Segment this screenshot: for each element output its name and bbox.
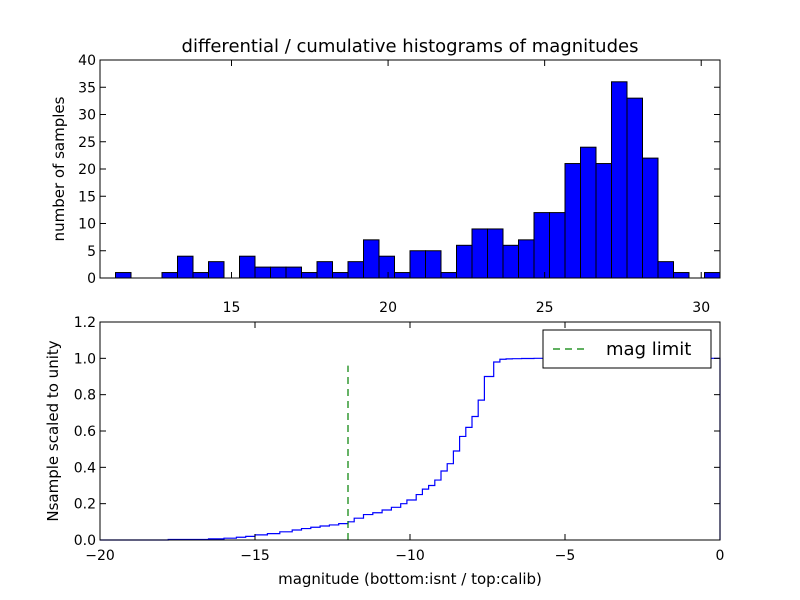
- histogram-bar: [239, 255, 256, 279]
- histogram-bar: [254, 266, 271, 279]
- histogram-y-tick-label: 40: [78, 53, 96, 69]
- histogram-bar: [487, 228, 504, 279]
- histogram-bar: [394, 272, 411, 279]
- histogram-bar: [208, 261, 225, 279]
- histogram-bar: [456, 244, 473, 279]
- cumulative-y-tick-label: 1.0: [74, 351, 96, 367]
- histogram-x-tick-label: 15: [223, 300, 241, 316]
- histogram-bar: [363, 239, 380, 279]
- legend-label: mag limit: [606, 339, 691, 360]
- histogram-bar: [502, 244, 519, 279]
- cumulative-x-axis-label: magnitude (bottom:isnt / top:calib): [278, 570, 542, 588]
- histogram-bar: [161, 272, 178, 279]
- histogram-panel: 15 20 25 30 0 5 10 15 20 25 30 35 40 number of sampl…: [50, 53, 721, 316]
- cumulative-y-tick-label: 0.2: [74, 497, 96, 513]
- histogram-bar: [549, 212, 566, 279]
- histogram-bar: [177, 255, 194, 279]
- histogram-bar: [471, 228, 488, 279]
- histogram-y-tick-label: 10: [78, 217, 96, 233]
- cumulative-y-tick-label: 0.6: [74, 424, 96, 440]
- cumulative-x-tick-label: −10: [395, 548, 425, 564]
- cumulative-y-tick-label: 0.8: [74, 388, 96, 404]
- cumulative-step-line: [100, 357, 721, 541]
- histogram-bar: [580, 146, 597, 279]
- cumulative-y-tick-label: 0.0: [74, 533, 96, 549]
- legend: mag limit: [542, 329, 712, 369]
- histogram-bar: [518, 239, 535, 279]
- histogram-y-tick-label: 20: [78, 162, 96, 178]
- histogram-y-tick-label: 15: [78, 189, 96, 205]
- histogram-bar: [564, 163, 581, 279]
- histogram-bar: [626, 97, 643, 279]
- histogram-x-tick-label: 25: [536, 300, 554, 316]
- histogram-bar: [533, 212, 550, 279]
- cumulative-x-tick-label: −5: [555, 548, 576, 564]
- cumulative-ticks: −20 −15 −10 −5 0 0.0 0.2 0.4 0.6 0.8 1.0 1.2: [74, 315, 725, 564]
- histogram-bar: [332, 272, 349, 279]
- cumulative-y-axis-label: Nsample scaled to unity: [44, 340, 62, 521]
- histogram-bar: [285, 266, 302, 279]
- histogram-bar: [301, 272, 318, 279]
- histogram-bar: [440, 272, 457, 279]
- histogram-bar: [378, 255, 395, 279]
- histogram-y-tick-label: 25: [78, 135, 96, 151]
- histogram-y-axis-label: number of samples: [50, 96, 68, 241]
- histogram-y-tick-label: 30: [78, 108, 96, 124]
- cumulative-panel: −20 −15 −10 −5 0 0.0 0.2 0.4 0.6 0.8 1.0 1.2 Nsampl…: [44, 315, 724, 588]
- histogram-y-tick-label: 0: [87, 271, 96, 287]
- histogram-bar: [704, 272, 721, 279]
- cumulative-x-tick-label: −15: [240, 548, 270, 564]
- figure-title: differential / cumulative histograms of …: [182, 36, 639, 57]
- histogram-bar: [316, 261, 333, 279]
- cumulative-y-tick-label: 0.4: [74, 460, 96, 476]
- histogram-bar: [347, 261, 364, 279]
- cumulative-x-tick-label: 0: [716, 548, 725, 564]
- cumulative-x-tick-label: −20: [85, 548, 115, 564]
- histogram-bar: [270, 266, 287, 279]
- histogram-bar: [425, 250, 442, 279]
- histogram-x-tick-label: 30: [692, 300, 710, 316]
- histogram-bar: [642, 157, 659, 279]
- cumulative-y-tick-label: 1.2: [74, 315, 96, 331]
- histogram-x-tick-label: 20: [379, 300, 397, 316]
- histogram-ticks: 15 20 25 30 0 5 10 15 20 25 30 35 40: [78, 53, 720, 316]
- histogram-bar: [611, 81, 628, 279]
- histogram-y-tick-label: 35: [78, 80, 96, 96]
- histogram-bar: [673, 272, 690, 279]
- histogram-bar: [409, 250, 426, 279]
- histogram-bar: [657, 261, 674, 279]
- histogram-y-tick-label: 5: [87, 244, 96, 260]
- histogram-bar: [192, 272, 209, 279]
- histogram-bar: [595, 163, 612, 279]
- histogram-bars: [115, 81, 721, 279]
- histogram-bar: [115, 272, 132, 279]
